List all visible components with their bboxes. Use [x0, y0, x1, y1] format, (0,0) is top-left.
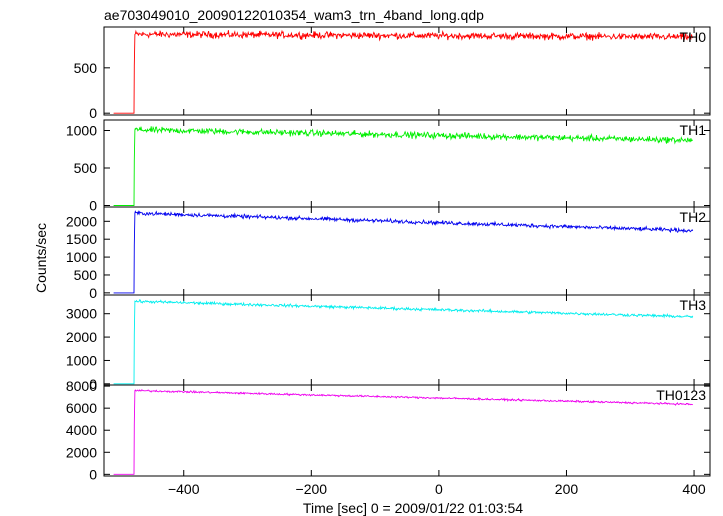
y-tick-label: 2000 — [66, 329, 97, 345]
y-tick-label: 500 — [74, 267, 98, 283]
x-tick-label: −200 — [296, 481, 328, 497]
series-label: TH2 — [680, 209, 707, 225]
series-th2 — [113, 210, 694, 294]
y-tick-label: 500 — [74, 160, 98, 176]
x-tick-label: 400 — [682, 481, 706, 497]
panel-th1: 0 500 1000 TH1 — [66, 119, 711, 214]
y-tick-label: 1000 — [66, 249, 97, 265]
y-tick-label: 0 — [89, 466, 97, 482]
y-tick-label: 8000 — [66, 378, 97, 394]
y-tick-label: 0 — [89, 105, 97, 121]
panel-frame — [103, 26, 711, 116]
series-label: TH3 — [680, 297, 707, 313]
y-tick-label: 2000 — [66, 444, 97, 460]
panel-th3: 0 1000 2000 3000 TH3 — [66, 294, 711, 392]
y-tick-label: 3000 — [66, 306, 97, 322]
x-tick-label: −400 — [168, 481, 200, 497]
x-tick-label: 0 — [435, 481, 443, 497]
panel-th0: 0 500 TH0 — [74, 26, 711, 121]
panel-frame — [103, 119, 711, 208]
series-label: TH0123 — [656, 387, 706, 403]
y-tick-label: 500 — [74, 60, 98, 76]
y-tick-label: 1000 — [66, 352, 97, 368]
y-tick-label: 0 — [89, 198, 97, 214]
y-tick-label: 1500 — [66, 231, 97, 247]
series-th0 — [113, 29, 694, 114]
series-th0123 — [113, 389, 693, 475]
y-tick-label: 2000 — [66, 213, 97, 229]
panel-th2: 0 500 1000 1500 2000 TH2 — [66, 206, 711, 301]
x-axis-label: Time [sec] 0 = 2009/01/22 01:03:54 — [303, 500, 523, 516]
panel-frame — [103, 384, 711, 477]
y-tick-label: 4000 — [66, 422, 97, 438]
series-th3 — [113, 299, 694, 385]
y-tick-label: 6000 — [66, 400, 97, 416]
series-label: TH1 — [680, 122, 707, 138]
y-axis-label: Counts/sec — [33, 223, 49, 293]
y-tick-label: 0 — [89, 285, 97, 301]
series-th1 — [113, 125, 693, 206]
y-tick-label: 0 — [89, 376, 97, 392]
x-tick-label: 200 — [555, 481, 579, 497]
panel-frame — [103, 206, 711, 296]
series-label: TH0 — [680, 29, 707, 45]
chart-title: ae703049010_20090122010354_wam3_trn_4ban… — [104, 7, 484, 23]
panel-th0123: 0 2000 4000 6000 8000 TH0123 — [66, 378, 711, 482]
y-tick-label: 1000 — [66, 123, 97, 139]
